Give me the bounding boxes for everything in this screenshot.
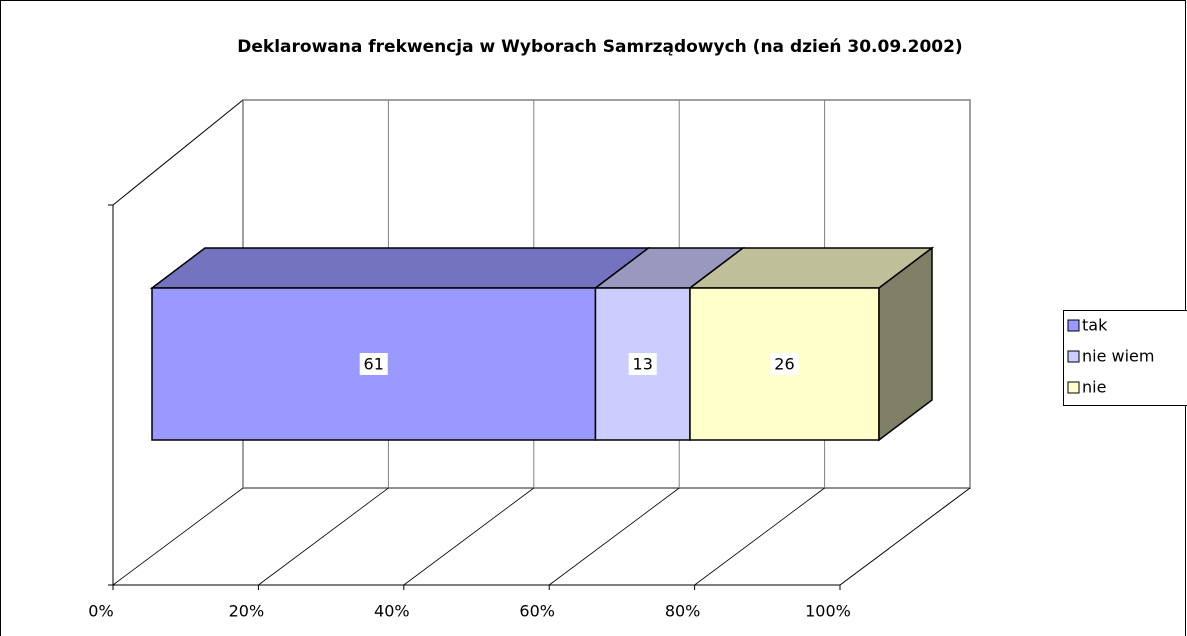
data-label: 61 [364, 355, 384, 374]
data-label: 26 [774, 355, 794, 374]
floor-grid-line [548, 487, 680, 586]
bar-side [878, 246, 933, 442]
left-wall-edge [112, 99, 244, 206]
legend-swatch [1067, 381, 1080, 394]
x-tick-label: 40% [374, 602, 410, 621]
chart-title: Deklarowana frekwencja w Wyborach Samrzą… [237, 37, 962, 57]
data-label-bg [628, 353, 657, 375]
floor-grid-line [839, 487, 971, 586]
data-label-bg [359, 353, 388, 375]
legend-box [1063, 310, 1187, 406]
floor-grid-line [694, 487, 825, 586]
x-tick-label: 80% [665, 602, 701, 621]
legend-swatch [1067, 319, 1080, 332]
data-label-bg [770, 353, 799, 375]
legend-label: tak [1082, 316, 1108, 335]
x-tick-label: 100% [805, 602, 851, 621]
floor-grid-line [258, 487, 389, 586]
data-label: 13 [633, 355, 653, 374]
legend-swatch [1067, 350, 1080, 363]
floor-grid-line [112, 487, 244, 586]
x-tick-label: 0% [88, 602, 113, 621]
legend-label: nie [1082, 378, 1106, 397]
bar-top [149, 247, 651, 289]
legend-label: nie wiem [1082, 347, 1154, 366]
x-tick-label: 20% [229, 602, 265, 621]
x-tick-label: 60% [519, 602, 555, 621]
floor-grid-line [403, 487, 535, 586]
